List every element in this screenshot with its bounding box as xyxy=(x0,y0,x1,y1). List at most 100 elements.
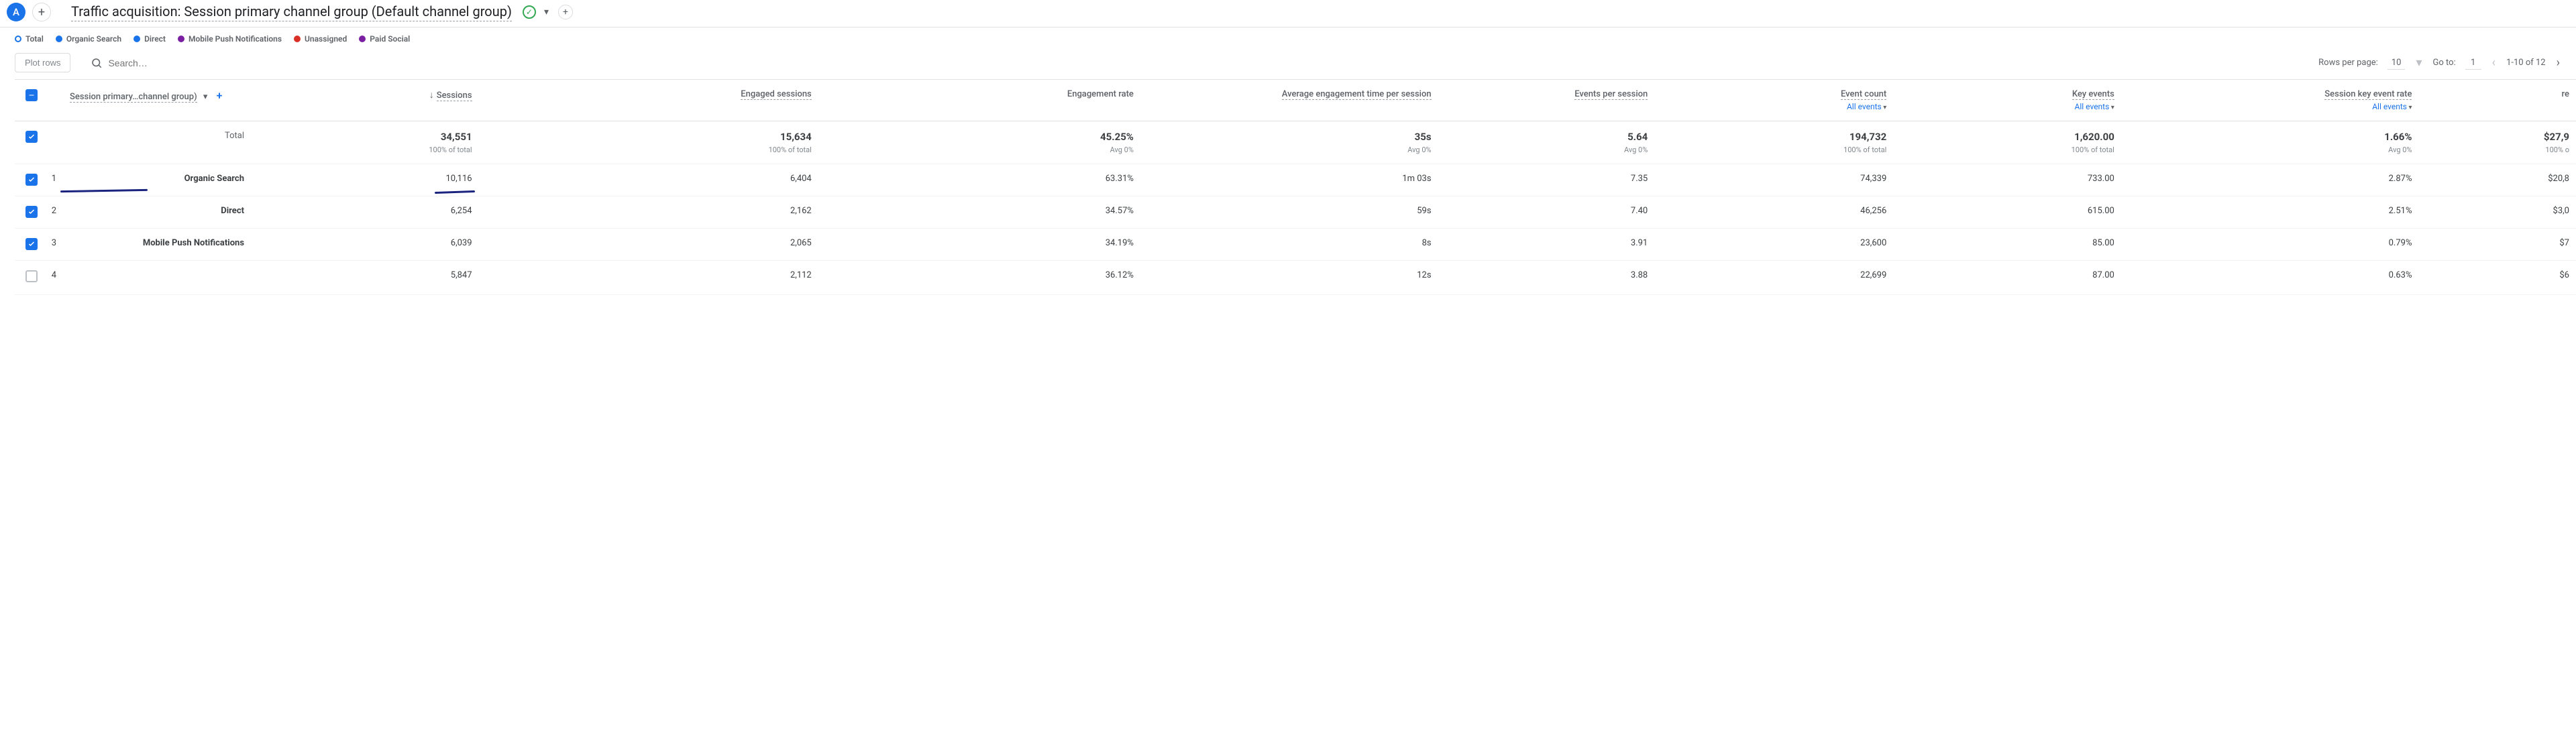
legend-marker xyxy=(359,36,366,42)
table-controls: Plot rows Rows per page: 10 ▾ Go to: 1 ‹… xyxy=(0,48,2576,75)
legend-label: Total xyxy=(25,34,44,44)
row-checkbox[interactable] xyxy=(25,238,38,250)
cell-value: 2,162 xyxy=(479,196,818,229)
row-label[interactable] xyxy=(63,261,251,295)
column-header-events-per-session[interactable]: Events per session xyxy=(1438,80,1655,121)
cell-value: $27,9 xyxy=(2544,131,2569,143)
cell-value: 34,551 xyxy=(441,131,472,143)
search-input[interactable] xyxy=(108,58,256,68)
table-totals-row: Total 34,551100% of total 15,634100% of … xyxy=(15,121,2576,164)
legend-marker xyxy=(178,36,184,42)
cell-value: 5.64 xyxy=(1627,131,1648,143)
legend-marker xyxy=(294,36,301,42)
key-events-filter[interactable]: All events xyxy=(1900,102,2114,111)
column-header-event-count[interactable]: Event countAll events xyxy=(1654,80,1893,121)
legend-item[interactable]: Mobile Push Notifications xyxy=(178,34,282,44)
row-label[interactable]: Organic Search xyxy=(63,164,251,196)
cell-sub: Avg 0% xyxy=(825,146,1134,154)
cell-value: 2.87% xyxy=(2121,164,2419,196)
rows-per-page-select[interactable]: 10 xyxy=(2387,56,2406,70)
legend-label: Unassigned xyxy=(305,34,347,44)
cell-value: 5,847 xyxy=(251,261,479,295)
cell-value: 1,620.00 xyxy=(2074,131,2114,143)
session-key-event-rate-filter[interactable]: All events xyxy=(2128,102,2412,111)
cell-value: 36.12% xyxy=(818,261,1140,295)
legend-item[interactable]: Paid Social xyxy=(359,34,410,44)
cell-value: 6,404 xyxy=(479,164,818,196)
column-header-session-key-event-rate[interactable]: Session key event rateAll events xyxy=(2121,80,2419,121)
column-header-avg-engagement-time[interactable]: Average engagement time per session xyxy=(1140,80,1438,121)
column-header-engaged-sessions[interactable]: Engaged sessions xyxy=(479,80,818,121)
table-row: 2 Direct 6,254 2,162 34.57% 59s 7.40 46,… xyxy=(15,196,2576,229)
dimension-label[interactable]: Session primary…channel group) xyxy=(70,92,197,103)
check-icon: ✓ xyxy=(523,5,536,19)
next-page-button[interactable]: › xyxy=(2555,56,2561,70)
event-count-filter[interactable]: All events xyxy=(1661,102,1886,111)
cell-value: 2,065 xyxy=(479,229,818,261)
rows-per-page-dropdown-icon[interactable]: ▾ xyxy=(2414,56,2423,70)
cell-value: $6 xyxy=(2418,261,2576,295)
legend: Total Organic Search Direct Mobile Push … xyxy=(0,27,2576,48)
column-header-revenue[interactable]: re xyxy=(2418,80,2576,121)
cell-value: 34.57% xyxy=(818,196,1140,229)
cell-value: 3.88 xyxy=(1438,261,1655,295)
column-header-engagement-rate[interactable]: Engagement rate xyxy=(818,80,1140,121)
prev-page-button[interactable]: ‹ xyxy=(2491,56,2497,70)
add-dimension-button[interactable]: + xyxy=(217,89,223,102)
cell-value: 3.91 xyxy=(1438,229,1655,261)
search-wrap xyxy=(91,57,256,69)
plot-rows-button[interactable]: Plot rows xyxy=(15,53,70,72)
cell-sub: Avg 0% xyxy=(1147,146,1432,154)
legend-item[interactable]: Direct xyxy=(133,34,166,44)
cell-value: 6,254 xyxy=(251,196,479,229)
row-checkbox[interactable] xyxy=(25,131,38,143)
cell-value: 85.00 xyxy=(1893,229,2121,261)
add-report-button[interactable]: + xyxy=(32,3,51,21)
cell-sub: 100% of total xyxy=(258,146,472,154)
cell-value: 23,600 xyxy=(1654,229,1893,261)
cell-value: $3,0 xyxy=(2418,196,2576,229)
cell-value: $7 xyxy=(2418,229,2576,261)
cell-value: 74,339 xyxy=(1654,164,1893,196)
select-all-checkbox[interactable] xyxy=(25,89,38,101)
row-label[interactable]: Direct xyxy=(63,196,251,229)
column-header-sessions[interactable]: ↓Sessions xyxy=(251,80,479,121)
row-index: 4 xyxy=(44,261,63,295)
row-checkbox[interactable] xyxy=(25,270,38,282)
cell-sub: 100% of total xyxy=(1900,146,2114,154)
add-comparison-button[interactable]: + xyxy=(558,5,573,19)
title-dropdown-icon[interactable]: ▾ xyxy=(544,7,549,17)
goto-label: Go to: xyxy=(2432,58,2455,68)
dimension-dropdown-icon[interactable]: ▾ xyxy=(203,92,208,102)
cell-value: 46,256 xyxy=(1654,196,1893,229)
legend-label: Direct xyxy=(144,34,166,44)
cell-value: 87.00 xyxy=(1893,261,2121,295)
legend-item[interactable]: Organic Search xyxy=(56,34,121,44)
cell-value: 7.40 xyxy=(1438,196,1655,229)
table-row: 1 Organic Search 10,116 6,404 63.31% 1m … xyxy=(15,164,2576,196)
legend-label: Mobile Push Notifications xyxy=(189,34,282,44)
row-label[interactable]: Mobile Push Notifications xyxy=(63,229,251,261)
row-checkbox[interactable] xyxy=(25,206,38,218)
avatar[interactable]: A xyxy=(7,3,25,21)
cell-sub: 100% o xyxy=(2425,146,2569,154)
cell-value: 10,116 xyxy=(445,174,472,184)
totals-label: Total xyxy=(63,121,251,164)
sort-desc-icon: ↓ xyxy=(429,90,434,101)
cell-value: 35s xyxy=(1415,131,1432,143)
annotation-underline xyxy=(60,189,148,192)
page-title[interactable]: Traffic acquisition: Session primary cha… xyxy=(71,3,512,21)
cell-value: 1m 03s xyxy=(1140,164,1438,196)
legend-label: Paid Social xyxy=(370,34,410,44)
legend-item[interactable]: Total xyxy=(15,34,44,44)
column-header-key-events[interactable]: Key eventsAll events xyxy=(1893,80,2121,121)
cell-value: 0.79% xyxy=(2121,229,2419,261)
search-icon xyxy=(91,57,103,69)
cell-value: 34.19% xyxy=(818,229,1140,261)
legend-item[interactable]: Unassigned xyxy=(294,34,347,44)
annotation-underline xyxy=(435,190,475,194)
row-checkbox[interactable] xyxy=(25,174,38,186)
cell-sub: 100% of total xyxy=(1661,146,1886,154)
cell-value: 59s xyxy=(1140,196,1438,229)
goto-input[interactable]: 1 xyxy=(2465,56,2481,70)
